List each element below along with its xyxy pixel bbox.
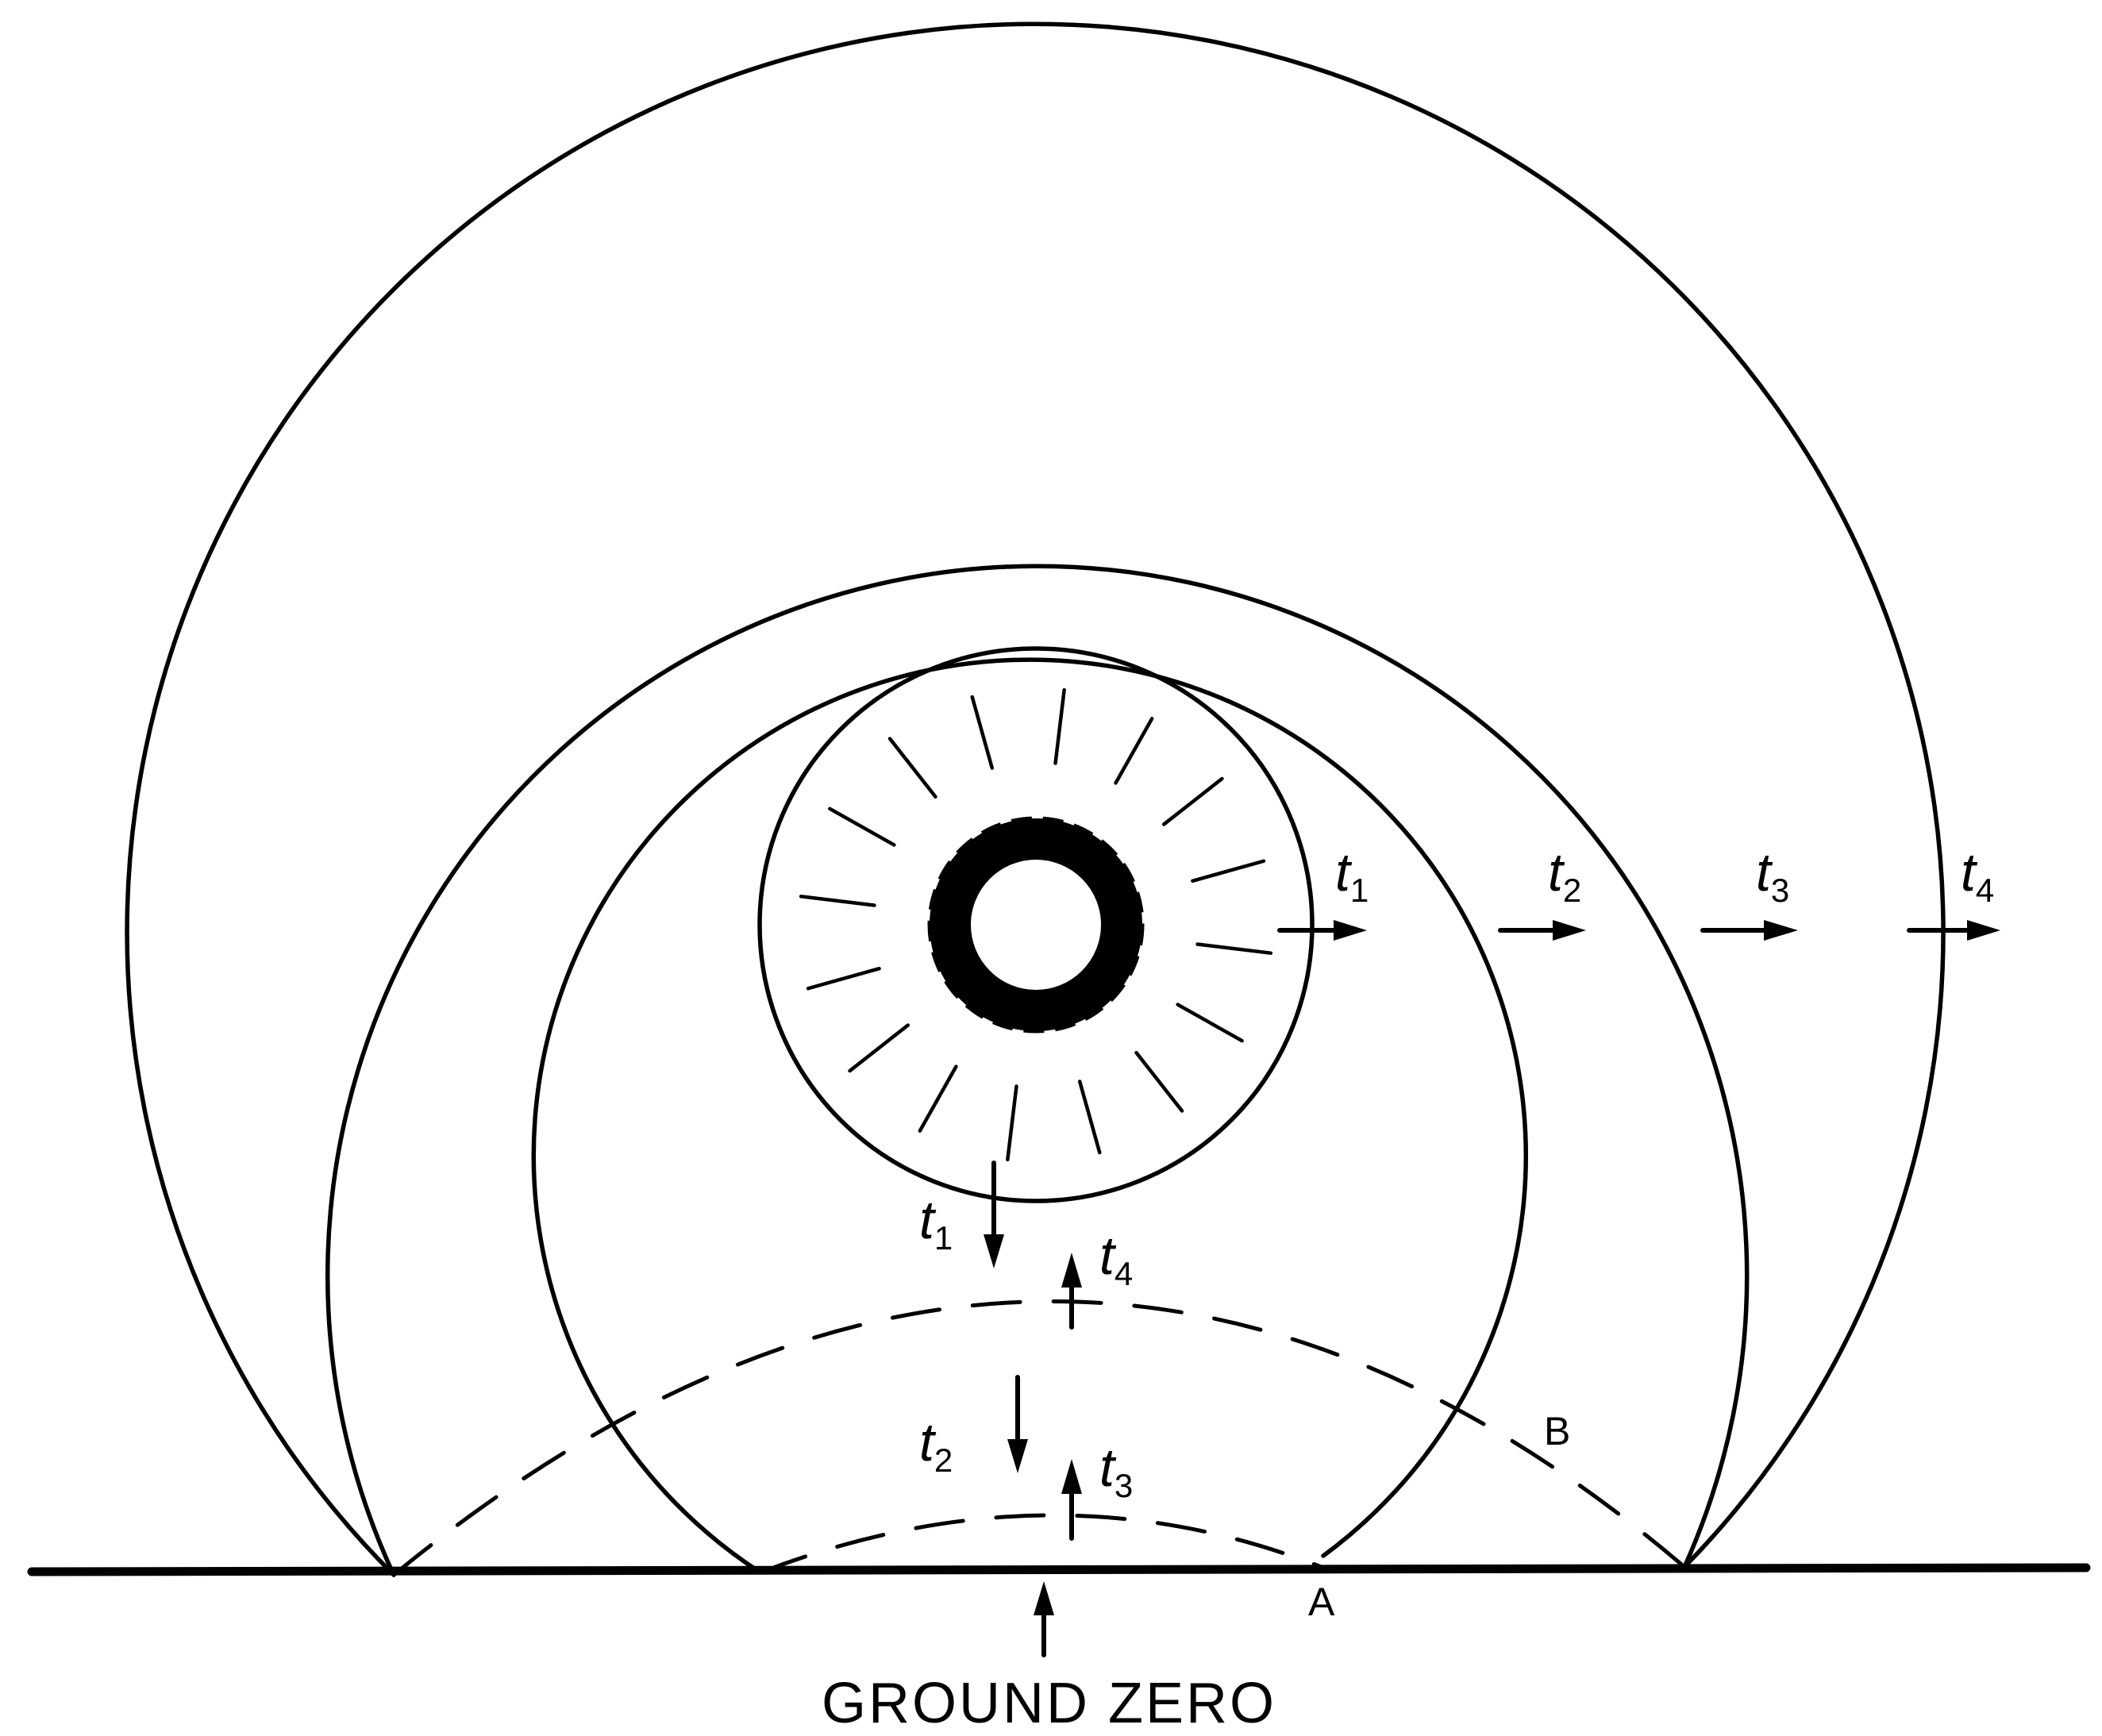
point-b-label: B [1544, 1409, 1570, 1453]
fireball-ray [970, 695, 995, 770]
incident-label-t2: t2 [919, 1412, 953, 1479]
front-label-t2: t2 [1548, 842, 1581, 909]
front-label-t4: t4 [1961, 842, 1994, 909]
reflected-arrow-t3 [1061, 1459, 1082, 1541]
fireball-ray [1053, 687, 1066, 765]
fireball-ray [806, 966, 881, 991]
ground-line [27, 1563, 2091, 1576]
front-arc-t4 [125, 21, 1946, 1577]
reflected-label-t3: t3 [1099, 1438, 1133, 1504]
ground-zero-arrow [1034, 1581, 1054, 1657]
ground-zero-label: GROUND ZERO [822, 1672, 1276, 1735]
incident-arrow-t1 [984, 1161, 1004, 1268]
fireball-ray [1191, 859, 1266, 883]
fireball-ray [848, 1023, 910, 1073]
fireball [927, 816, 1145, 1034]
incident-arrow-t2 [1007, 1375, 1028, 1473]
fireball-ray [1077, 1080, 1102, 1155]
fireball-ray [1195, 942, 1273, 955]
front-arrow-t4 [1907, 920, 2000, 941]
front-arrow-t3 [1700, 920, 1798, 941]
front-label-t1: t1 [1335, 842, 1369, 909]
point-a-label: A [1308, 1580, 1335, 1624]
fireball-ray [887, 737, 937, 799]
reflected-label-t4: t4 [1099, 1226, 1133, 1292]
front-label-t3: t3 [1756, 842, 1789, 909]
front-arc-t3 [325, 564, 1750, 1577]
fireball-ray [1176, 1003, 1244, 1043]
front-arrow-t2 [1498, 920, 1586, 941]
fireball-ray [1006, 1084, 1018, 1162]
fireball-ray [828, 806, 896, 847]
fireball-rays [799, 687, 1273, 1162]
fireball-ray [799, 895, 876, 907]
fireball-ray [1114, 717, 1154, 785]
reflected-front-inner [758, 1513, 1326, 1575]
incident-label-t1: t1 [919, 1190, 953, 1257]
fireball-ray [918, 1064, 958, 1133]
reflected-arrow-t4 [1061, 1253, 1082, 1330]
fireball-ray [1134, 1051, 1184, 1113]
front-arc-t2 [531, 657, 1528, 1575]
front-circle-t1 [757, 646, 1315, 1203]
front-arrow-t1 [1277, 920, 1367, 941]
fireball-ray [1162, 776, 1224, 826]
reflected-front-outer [391, 1299, 1687, 1577]
